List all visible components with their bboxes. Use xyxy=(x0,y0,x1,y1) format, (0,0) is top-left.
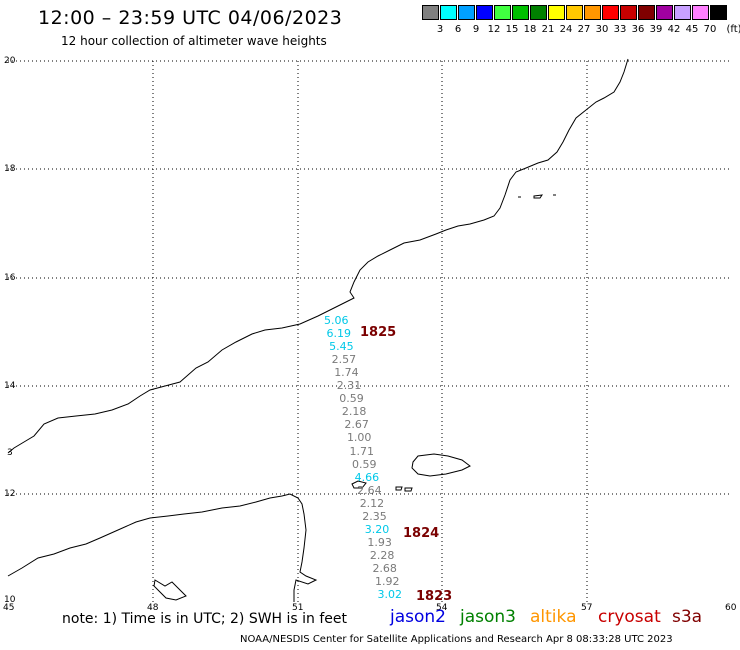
wave-height-label: 2.35 xyxy=(362,509,387,523)
longitude-label: 54 xyxy=(436,603,448,613)
satellite-name: jason2 xyxy=(390,607,446,627)
coast-feature-sw xyxy=(153,579,187,601)
island-small-1 xyxy=(351,480,367,489)
longitude-label: 48 xyxy=(147,603,159,613)
wave-height-label: 2.18 xyxy=(341,405,367,419)
legend-swatch xyxy=(458,5,475,20)
legend-swatch xyxy=(422,5,439,20)
legend-label: 70 xyxy=(703,24,717,35)
legend-swatch xyxy=(710,5,727,20)
latitude-label: 10 xyxy=(4,595,16,605)
latitude-label: 16 xyxy=(4,273,16,283)
wave-height-label: 1.71 xyxy=(349,444,375,458)
legend-label: 21 xyxy=(541,24,555,35)
longitude-label: 45 xyxy=(3,603,15,613)
satellite-name: altika xyxy=(530,607,577,627)
latitude-label: 14 xyxy=(4,381,16,391)
legend-swatch xyxy=(692,5,709,20)
legend-label: 12 xyxy=(487,24,501,35)
legend-swatch xyxy=(440,5,457,20)
wave-height-label: 2.12 xyxy=(359,496,385,510)
island-small-2 xyxy=(395,486,403,491)
wave-height-label: 5.45 xyxy=(329,340,354,354)
wave-height-label: 6.19 xyxy=(326,327,352,341)
legend-label: 39 xyxy=(649,24,663,35)
wave-height-label: 2.64 xyxy=(357,483,382,497)
legend-swatch xyxy=(674,5,691,20)
legend-label: 30 xyxy=(595,24,609,35)
legend-label: 42 xyxy=(667,24,681,35)
wave-height-label: 1.92 xyxy=(375,575,400,588)
longitude-label: 57 xyxy=(581,603,593,613)
legend-swatch xyxy=(476,5,493,20)
wave-height-label: 2.67 xyxy=(344,418,369,432)
legend-label: 24 xyxy=(559,24,573,35)
page-subtitle: 12 hour collection of altimeter wave hei… xyxy=(61,34,327,48)
wave-height-label: 1.74 xyxy=(334,366,359,380)
map-grid xyxy=(8,60,732,602)
longitude-label: 51 xyxy=(292,603,304,613)
latitude-label: 20 xyxy=(4,56,16,66)
page-title: 12:00 – 23:59 UTC 04/06/2023 xyxy=(38,7,343,29)
legend-label: 18 xyxy=(523,24,537,35)
satellite-name: s3a xyxy=(672,607,703,627)
legend-label: 45 xyxy=(685,24,699,35)
pass-time-label: 1824 xyxy=(403,526,440,541)
wave-height-label: 0.59 xyxy=(339,392,364,406)
kuria-muria xyxy=(518,194,556,199)
island-small-3 xyxy=(404,487,413,492)
wave-height-label: 1.00 xyxy=(346,431,372,445)
coastline-arabia xyxy=(7,58,629,454)
legend-swatch xyxy=(620,5,637,20)
legend-swatch xyxy=(566,5,583,20)
longitude-label: 60 xyxy=(725,603,737,613)
legend-swatch xyxy=(512,5,529,20)
wave-height-label: 1.93 xyxy=(367,535,392,549)
legend-swatch xyxy=(548,5,565,20)
coastline xyxy=(7,58,629,602)
legend-swatch xyxy=(638,5,655,20)
wave-height-label: 0.59 xyxy=(352,457,377,471)
island-socotra xyxy=(411,453,471,477)
legend-unit: (ft) xyxy=(726,24,740,35)
legend-swatch xyxy=(602,5,619,20)
satellite-name: jason3 xyxy=(460,607,516,627)
latitude-label: 18 xyxy=(4,164,16,174)
legend-label: 3 xyxy=(436,24,444,35)
wave-height-label: 2.68 xyxy=(372,561,397,575)
wave-height-label: 2.31 xyxy=(336,379,362,393)
legend-swatch xyxy=(530,5,547,20)
legend-label: 9 xyxy=(472,24,480,35)
pass-time-label: 1823 xyxy=(416,589,453,604)
wave-height-label: 5.06 xyxy=(324,314,349,327)
edge-label: 3 xyxy=(7,448,13,458)
latitude-label: 12 xyxy=(4,489,16,499)
legend-label: 36 xyxy=(631,24,645,35)
legend-swatch xyxy=(494,5,511,20)
wave-height-label: 3.20 xyxy=(364,522,390,536)
footer-note: note: 1) Time is in UTC; 2) SWH is in fe… xyxy=(62,611,348,627)
legend-label: 27 xyxy=(577,24,591,35)
legend-label: 15 xyxy=(505,24,519,35)
legend-label: 6 xyxy=(454,24,462,35)
footer-credit: NOAA/NESDIS Center for Satellite Applica… xyxy=(240,634,673,645)
satellite-name: cryosat xyxy=(598,607,661,627)
pass-time-label: 1825 xyxy=(360,325,397,340)
legend-label: 33 xyxy=(613,24,627,35)
wave-height-label: 4.66 xyxy=(354,470,380,484)
wave-height-label: 2.28 xyxy=(369,548,395,562)
legend-swatch xyxy=(584,5,601,20)
coastline-somalia xyxy=(7,493,318,602)
wave-height-label: 3.02 xyxy=(377,588,403,602)
wave-height-label: 2.57 xyxy=(331,353,357,367)
legend-swatch xyxy=(656,5,673,20)
